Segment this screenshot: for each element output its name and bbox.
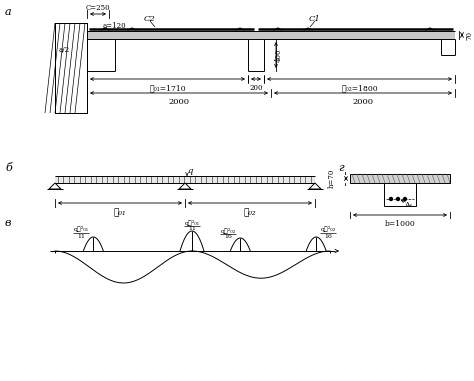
Text: 400: 400 bbox=[275, 48, 283, 62]
Text: h=70: h=70 bbox=[328, 169, 336, 188]
Text: qℓ²₀₁: qℓ²₀₁ bbox=[74, 226, 89, 232]
Polygon shape bbox=[384, 183, 416, 206]
Text: C2: C2 bbox=[144, 15, 156, 23]
Circle shape bbox=[390, 197, 392, 200]
Text: ℓ₀₂: ℓ₀₂ bbox=[244, 208, 256, 217]
Text: qℓ²₀₁: qℓ²₀₁ bbox=[184, 219, 200, 226]
Polygon shape bbox=[55, 23, 87, 113]
Text: ℓ₀₁: ℓ₀₁ bbox=[114, 208, 126, 217]
Text: 2000: 2000 bbox=[353, 98, 374, 106]
Text: Aₛ: Aₛ bbox=[404, 201, 412, 209]
Text: qℓ²₀₂: qℓ²₀₂ bbox=[221, 227, 236, 234]
Text: q: q bbox=[187, 167, 193, 175]
Text: qℓ²₀₂: qℓ²₀₂ bbox=[320, 226, 336, 232]
Text: ℓ₀₂=1800: ℓ₀₂=1800 bbox=[341, 84, 378, 92]
Text: 16: 16 bbox=[324, 234, 332, 239]
Text: ℓ₀₁=1710: ℓ₀₁=1710 bbox=[149, 84, 186, 92]
Text: C=250: C=250 bbox=[86, 4, 110, 12]
Text: г: г bbox=[338, 163, 344, 173]
Text: 11: 11 bbox=[188, 226, 196, 232]
Text: 2000: 2000 bbox=[168, 98, 190, 106]
Polygon shape bbox=[350, 174, 450, 183]
Text: b=1000: b=1000 bbox=[384, 220, 415, 228]
Text: 70: 70 bbox=[465, 30, 473, 40]
Text: C1: C1 bbox=[309, 15, 321, 23]
Circle shape bbox=[396, 197, 400, 200]
Polygon shape bbox=[55, 176, 315, 183]
Circle shape bbox=[403, 197, 407, 200]
Text: 200: 200 bbox=[249, 84, 263, 92]
Text: 11: 11 bbox=[77, 234, 85, 239]
Polygon shape bbox=[87, 31, 455, 39]
Text: в: в bbox=[5, 218, 11, 228]
Text: 16: 16 bbox=[224, 234, 232, 240]
Text: a=120: a=120 bbox=[103, 22, 127, 30]
Text: а: а bbox=[5, 7, 12, 17]
Text: б: б bbox=[5, 163, 12, 173]
Text: a/2: a/2 bbox=[59, 46, 70, 54]
